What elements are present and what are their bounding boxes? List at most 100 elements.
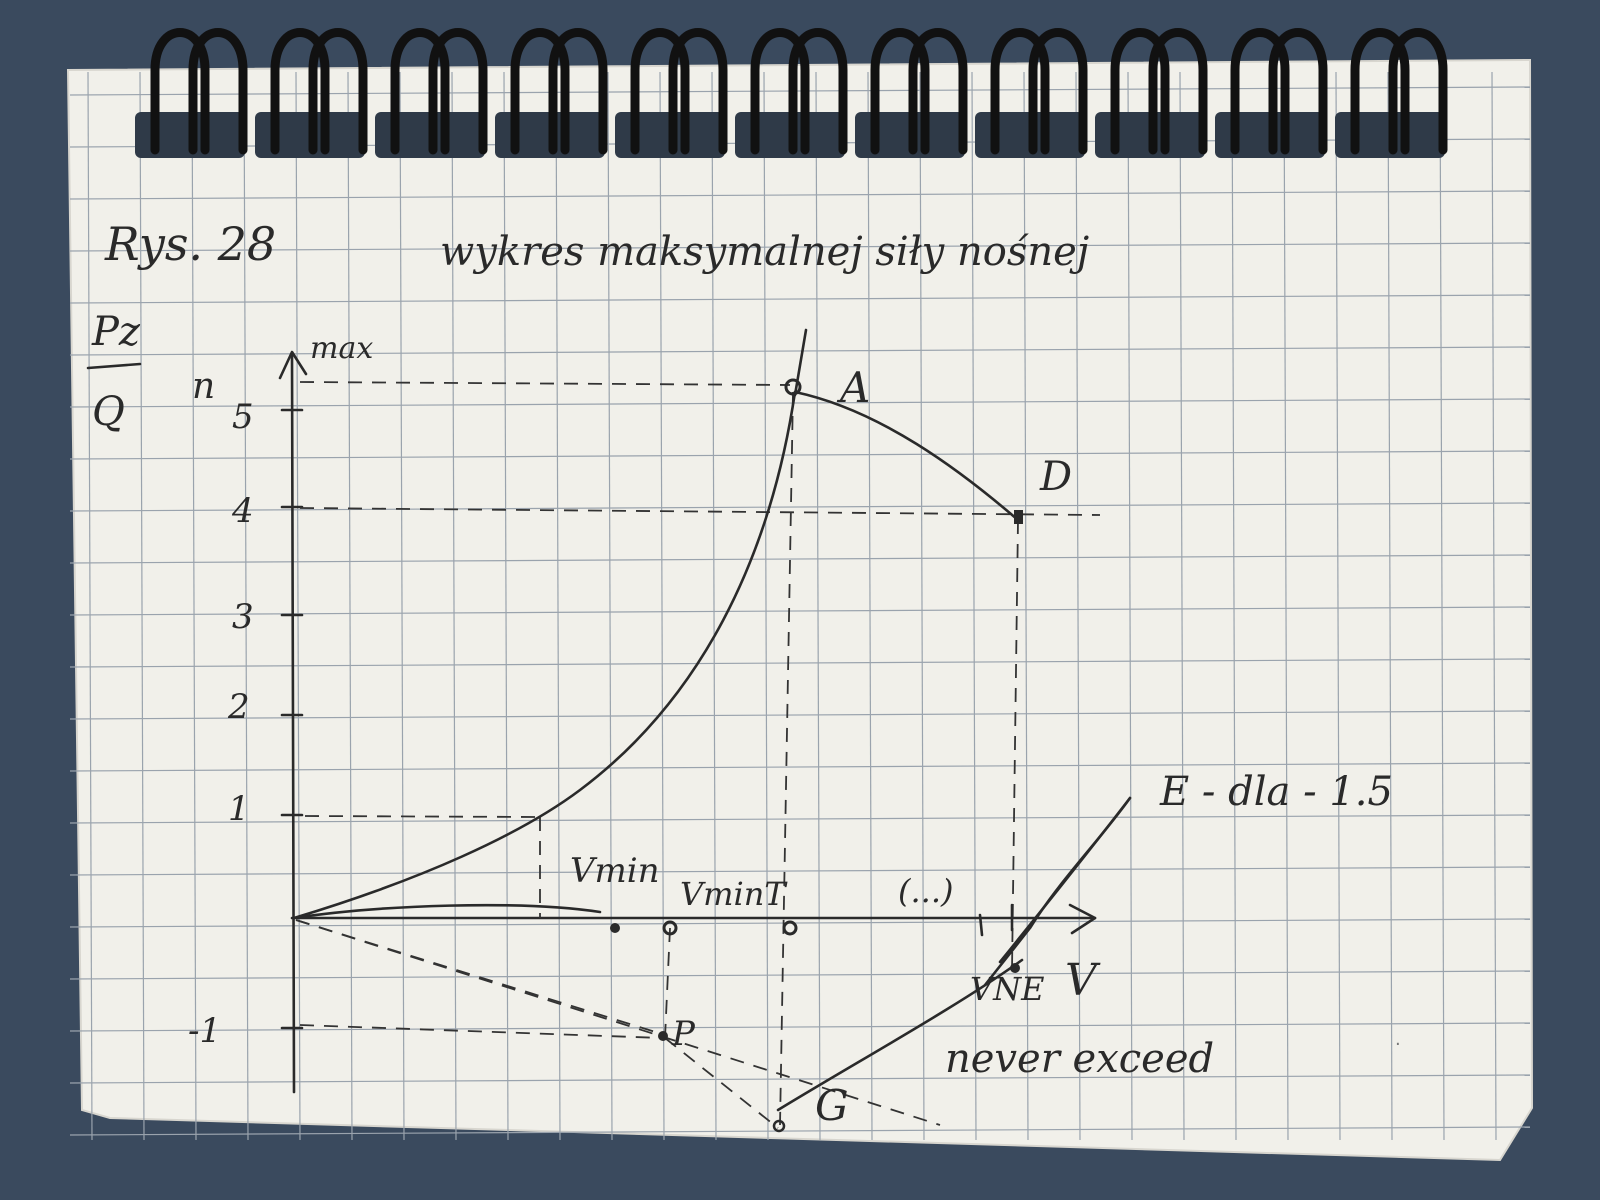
grid-line-vertical [711,71,717,1141]
vertical-A-stroke [793,328,808,397]
point-vmin-dot [610,923,620,933]
label-never-exceed: never exceed [945,1036,1214,1082]
grid-line-horizontal [69,918,1531,928]
curve-A-to-D [793,390,1020,522]
y-tick-3: 3 [232,597,254,637]
spiral-coil [1110,28,1170,155]
spiral-coil [1148,28,1208,155]
grid-line-horizontal [69,242,1531,252]
grid-line-vertical [607,71,613,1141]
y-tick-4: 4 [231,491,254,531]
grid-line-vertical [1283,71,1289,1141]
spiral-coil [1350,28,1410,155]
label-D: D [1039,454,1072,500]
grid-line-horizontal [69,294,1531,304]
spiral-coil [630,28,690,155]
grid-line-horizontal [69,762,1531,772]
grid-line-vertical [503,71,509,1141]
grid-line-horizontal [69,190,1531,200]
point-P-marker [658,1031,668,1041]
grid-line-horizontal [69,502,1531,512]
grid-line-vertical [1335,71,1341,1141]
grid-line-horizontal [69,346,1531,356]
chart-title: wykres maksymalnej siły nośnej [440,229,1089,275]
y-axis-fraction-top: Pz [91,309,141,355]
grid-line-vertical [971,71,977,1141]
dashed-guides [295,381,1101,1129]
grid-line-vertical [1075,71,1081,1141]
point-A-marker [784,378,802,396]
gust-line-E-return [998,796,1132,964]
spiral-coil [548,28,608,155]
label-vmin: Vmin [570,851,660,891]
spiral-binding [135,28,1448,158]
x-axis-arrow [1068,903,1097,935]
grid-line-vertical [1491,71,1497,1141]
grid-line-horizontal [69,1022,1531,1032]
point-D-marker [1014,510,1023,524]
y-axis [290,353,296,1094]
label-P: P [671,1014,696,1054]
grid-line-horizontal [69,606,1531,616]
positive-stall-curve [292,390,797,920]
grid-line-vertical [1231,71,1237,1141]
paper-sheet [66,58,1534,1162]
grid-line-horizontal [69,554,1531,564]
grid-line-vertical [763,71,769,1141]
y-axis-fraction-bottom: Q [92,389,125,435]
grid-lines [69,71,1531,1141]
grid-line-vertical [87,71,93,1141]
spiral-coil [1028,28,1088,155]
y-axis-arrow [278,350,308,380]
y-axis-subscript: max [310,331,373,366]
line-G-to-VNE [776,958,1024,1112]
grid-line-vertical [1179,71,1185,1141]
spiral-coil [428,28,488,155]
label-E: E - dla - 1.5 [1159,769,1393,815]
grid-line-vertical [815,71,821,1141]
spiral-coil [150,28,210,155]
spiral-coil [1388,28,1448,155]
spiral-coil [1268,28,1328,155]
spiral-coil [750,28,810,155]
y-tick-1: 1 [228,789,250,829]
grid-line-vertical [659,71,665,1141]
label-vne: VNE [970,970,1044,1008]
grid-line-vertical [1023,71,1029,1141]
grid-line-horizontal [69,398,1531,408]
grid-line-vertical [919,71,925,1141]
grid-line-horizontal [69,710,1531,720]
grid-line-vertical [451,71,457,1141]
label-G: G [815,1081,849,1130]
stray-mark: · [1395,1034,1401,1055]
y-tick-minus-1: -1 [188,1011,221,1051]
spiral-coil [668,28,728,155]
grid-line-horizontal [69,658,1531,668]
grid-line-vertical [555,71,561,1141]
spiral-coil [510,28,570,155]
grid-line-vertical [1439,71,1445,1141]
spiral-coil [990,28,1050,155]
y-axis-fraction-bar [86,362,142,370]
x-axis-symbol: V [1065,955,1101,1006]
point-G-marker [772,1119,786,1133]
grid-line-vertical [867,71,873,1141]
spiral-coil [270,28,330,155]
y-tick-2: 2 [227,687,250,727]
spiral-coil [788,28,848,155]
low-lift-curve [292,903,602,920]
spiral-coil [1230,28,1290,155]
grid-line-horizontal [69,970,1531,980]
grid-line-horizontal [69,1126,1531,1136]
y-axis-symbol: n [192,366,215,407]
point-A-axis-dot [782,920,798,936]
spiral-coil [188,28,248,155]
grid-line-horizontal [69,814,1531,824]
grid-line-vertical [139,71,145,1141]
grid-line-horizontal [69,1074,1531,1084]
label-ellipsis: (...) [898,872,953,910]
grid-line-vertical [399,71,405,1141]
spiral-coil [908,28,968,155]
